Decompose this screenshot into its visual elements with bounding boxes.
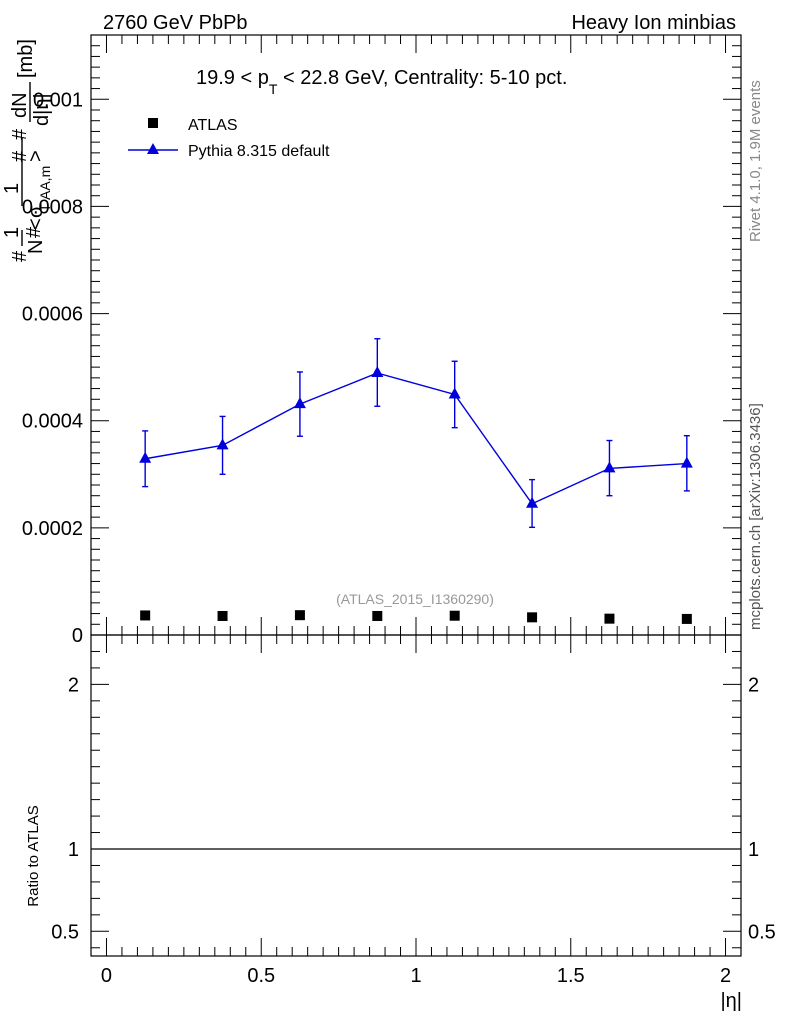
y-label-hash-2: #	[23, 226, 45, 238]
pythia-point	[371, 366, 384, 378]
y-label-hash-1: #	[9, 250, 31, 262]
y-axis-label: # 1 # σ 1 N T AA,m < > dN d|η| [mb] # #	[1, 39, 53, 262]
main-y-tick-label: 0	[72, 625, 83, 647]
main-y-tick-label: 0.0008	[22, 196, 83, 218]
y-label-sigma: σ	[25, 205, 47, 218]
main-y-tick-label: 0.0006	[22, 304, 83, 326]
series-atlas	[140, 610, 692, 624]
pythia-line	[145, 372, 687, 505]
main-y-tick-label: 0.0004	[22, 411, 83, 433]
y-label-AAm: AA,m	[37, 166, 53, 200]
legend-atlas-label: ATLAS	[188, 117, 238, 134]
atlas-point	[140, 610, 151, 621]
analysis-watermark: (ATLAS_2015_I1360290)	[336, 591, 494, 607]
x-tick-label: 0	[101, 965, 112, 987]
pythia-point	[216, 438, 229, 450]
atlas-point	[604, 613, 615, 624]
ratio-y-tick-label-right: 0.5	[748, 921, 776, 943]
series-pythia	[139, 338, 693, 529]
y-label-dN: dN	[9, 92, 31, 118]
plot-title-post: < 22.8 GeV, Centrality: 5-10 pct.	[277, 67, 567, 89]
main-y-tick-label: 0.001	[33, 89, 83, 111]
pythia-point	[680, 456, 693, 468]
header-right-label: Heavy Ion minbias	[571, 12, 736, 34]
x-tick-label: 2	[720, 965, 731, 987]
header-left-label: 2760 GeV PbPb	[103, 12, 248, 34]
x-axis-label: |η|	[720, 990, 742, 1012]
mcplots-label: mcplots.cern.ch [arXiv:1306.3436]	[747, 403, 764, 630]
atlas-point	[294, 610, 305, 621]
main-y-tick-labels: 0 0.0002 0.0004 0.0006 0.0008 0.001	[22, 89, 83, 647]
x-tick-label: 1	[410, 965, 421, 987]
ratio-y-axis-label: Ratio to ATLAS	[25, 805, 42, 906]
y-label-lt: <	[25, 218, 47, 230]
ratio-y-tick-label-right: 2	[748, 674, 759, 696]
y-label-one-2: 1	[1, 183, 23, 194]
main-y-tick-label: 0.0002	[22, 518, 83, 540]
y-label-gt: >	[25, 150, 47, 162]
legend: ATLAS Pythia 8.315 default	[128, 117, 330, 160]
x-tick-label: 0.5	[247, 965, 275, 987]
ratio-y-tick-label-right: 1	[748, 839, 759, 861]
x-tick-label: 1.5	[557, 965, 585, 987]
atlas-point	[681, 613, 692, 624]
y-label-one-1: 1	[1, 227, 23, 238]
pythia-point	[526, 496, 539, 508]
pythia-point	[448, 387, 461, 399]
x-tick-labels: 0 0.5 1 1.5 2	[101, 965, 731, 987]
ratio-y-tick-labels: 0.5 0.5 1 1 2 2	[51, 674, 776, 943]
legend-pythia-marker	[147, 143, 159, 154]
legend-atlas-marker	[148, 118, 158, 128]
x-axis-ticks	[105, 35, 727, 956]
atlas-point	[217, 610, 228, 621]
ratio-axis-ticks	[91, 650, 741, 949]
y-label-hash-3: #	[9, 150, 31, 162]
ratio-y-tick-label-left: 2	[68, 674, 79, 696]
pythia-point	[603, 461, 616, 473]
ratio-y-tick-label-left: 1	[68, 839, 79, 861]
rivet-version-label: Rivet 4.1.0, 1.9M events	[747, 80, 764, 242]
legend-pythia-label: Pythia 8.315 default	[188, 143, 330, 160]
plot-title: 19.9 < pT < 22.8 GeV, Centrality: 5-10 p…	[196, 67, 567, 97]
ratio-y-tick-label-left: 0.5	[51, 921, 79, 943]
y-label-T: T	[37, 203, 53, 212]
y-label-hash-4: #	[9, 128, 31, 140]
atlas-point	[527, 612, 538, 623]
y-label-unit: [mb]	[15, 39, 37, 78]
pythia-point	[139, 451, 152, 463]
ratio-plot-frame	[90, 634, 742, 957]
plot-title-pre: 19.9 < p	[196, 67, 269, 89]
atlas-point	[449, 610, 460, 621]
pythia-point	[293, 397, 306, 409]
atlas-point	[372, 610, 383, 621]
plot-title-sub: T	[269, 81, 278, 97]
y-label-deta: d|η|	[31, 93, 53, 126]
main-axis-ticks	[91, 45, 741, 636]
y-label-N: N	[25, 240, 47, 254]
